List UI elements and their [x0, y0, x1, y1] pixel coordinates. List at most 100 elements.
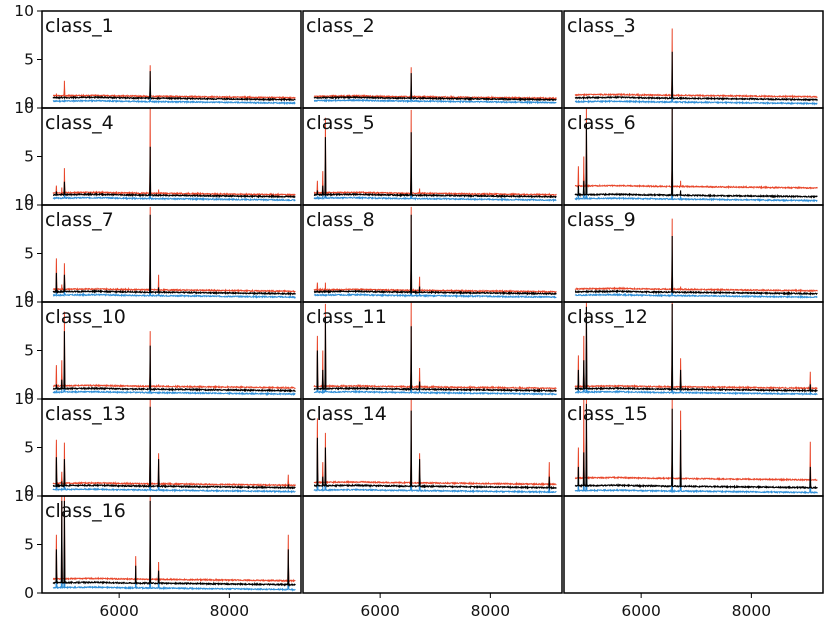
panel-title: class_1 [45, 15, 114, 37]
panel-title: class_14 [306, 403, 387, 425]
lower-spectrum-line [575, 346, 818, 396]
panel-class-16: class_16 [45, 496, 296, 592]
lower-spectrum-line [52, 87, 296, 106]
lower-spectrum-line [313, 353, 557, 397]
panel-class-12: class_12 [567, 302, 818, 396]
x-tick-label: 6000 [621, 602, 660, 620]
upper-spectrum-line [52, 108, 296, 197]
panel-class-9: class_9 [567, 209, 818, 299]
upper-spectrum-line [53, 65, 296, 100]
panel-title: class_10 [45, 306, 126, 328]
median-spectrum-line [574, 108, 818, 199]
median-spectrum-line [52, 214, 296, 296]
lower-spectrum-line [52, 446, 296, 494]
y-tick-label: 10 [14, 99, 34, 117]
panel-title: class_9 [567, 209, 636, 231]
y-tick-label: 0 [24, 94, 34, 112]
panel-title: class_13 [45, 403, 126, 425]
upper-spectrum-line [52, 496, 296, 583]
panel-title: class_6 [567, 112, 636, 134]
y-tick-label: 0 [24, 584, 34, 602]
upper-spectrum-line [574, 28, 818, 99]
panel-class-15: class_15 [567, 399, 818, 495]
median-spectrum-line [52, 406, 296, 490]
upper-spectrum-line [52, 399, 296, 488]
upper-spectrum-line [313, 109, 557, 197]
y-tick-label: 5 [24, 148, 34, 166]
lower-spectrum-line [313, 88, 557, 105]
upper-spectrum-line [313, 67, 557, 101]
panel-class-5: class_5 [306, 109, 557, 203]
median-spectrum-line [52, 71, 296, 102]
x-tick-label: 8000 [732, 602, 771, 620]
panel-class-2: class_2 [306, 15, 557, 105]
panel-title: class_11 [306, 306, 387, 328]
y-tick-label: 10 [14, 390, 34, 408]
panel-frame [563, 495, 824, 594]
lower-spectrum-line [52, 542, 296, 592]
median-spectrum-line [313, 316, 557, 394]
panel-title: class_7 [45, 209, 114, 231]
upper-spectrum-line [313, 206, 557, 294]
panel-title: class_5 [306, 112, 375, 134]
y-tick-label: 10 [14, 2, 34, 20]
median-spectrum-line [313, 73, 557, 102]
median-spectrum-line [53, 146, 296, 199]
upper-spectrum-line [574, 218, 818, 293]
panel-class-7: class_7 [45, 206, 296, 299]
y-tick-label: 0 [24, 482, 34, 500]
upper-spectrum-line [574, 108, 818, 190]
panel-class-1: class_1 [45, 15, 296, 106]
lower-spectrum-line [52, 361, 296, 397]
y-tick-label: 5 [24, 536, 34, 554]
lower-spectrum-line [52, 253, 296, 299]
panel-title: class_15 [567, 403, 648, 425]
y-tick-label: 0 [24, 385, 34, 403]
median-spectrum-line [574, 303, 818, 394]
median-spectrum-line [574, 51, 818, 102]
y-tick-label: 5 [24, 439, 34, 457]
panel-frame [302, 495, 563, 594]
panel-class-8: class_8 [306, 206, 557, 299]
upper-spectrum-line [574, 302, 818, 391]
lower-spectrum-line [313, 164, 557, 203]
lower-spectrum-line [574, 265, 818, 299]
lower-spectrum-line [313, 449, 557, 495]
panel-class-6: class_6 [567, 108, 818, 203]
y-tick-label: 5 [24, 342, 34, 360]
panel-title: class_4 [45, 112, 114, 134]
panel-class-14: class_14 [306, 399, 557, 495]
x-tick-label: 8000 [471, 602, 510, 620]
y-tick-label: 10 [14, 487, 34, 505]
median-spectrum-line [574, 403, 818, 490]
y-tick-label: 10 [14, 196, 34, 214]
panel-title: class_2 [306, 15, 375, 37]
y-tick-label: 10 [14, 293, 34, 311]
median-spectrum-line [313, 214, 557, 296]
panel-title: class_3 [567, 15, 636, 37]
panel-class-10: class_10 [45, 306, 296, 397]
panel-title: class_16 [45, 500, 126, 522]
y-tick-label: 0 [24, 191, 34, 209]
median-spectrum-line [52, 500, 296, 588]
panel-class-13: class_13 [45, 399, 296, 494]
panel-class-3: class_3 [567, 15, 818, 106]
lower-spectrum-line [52, 172, 296, 202]
x-tick-label: 6000 [360, 602, 399, 620]
upper-spectrum-line [52, 311, 296, 390]
upper-spectrum-line [313, 302, 557, 390]
x-tick-label: 8000 [210, 602, 249, 620]
panel-title: class_12 [567, 306, 648, 328]
x-tick-label: 6000 [99, 602, 138, 620]
lower-spectrum-line [574, 151, 818, 203]
panel-class-11: class_11 [306, 302, 557, 397]
upper-spectrum-line [313, 399, 557, 487]
median-spectrum-line [313, 410, 557, 491]
lower-spectrum-line [313, 253, 557, 299]
median-spectrum-line [574, 235, 818, 296]
upper-spectrum-line [52, 206, 296, 293]
panel-title: class_8 [306, 209, 375, 231]
y-tick-label: 5 [24, 245, 34, 263]
upper-spectrum-line [574, 399, 818, 482]
